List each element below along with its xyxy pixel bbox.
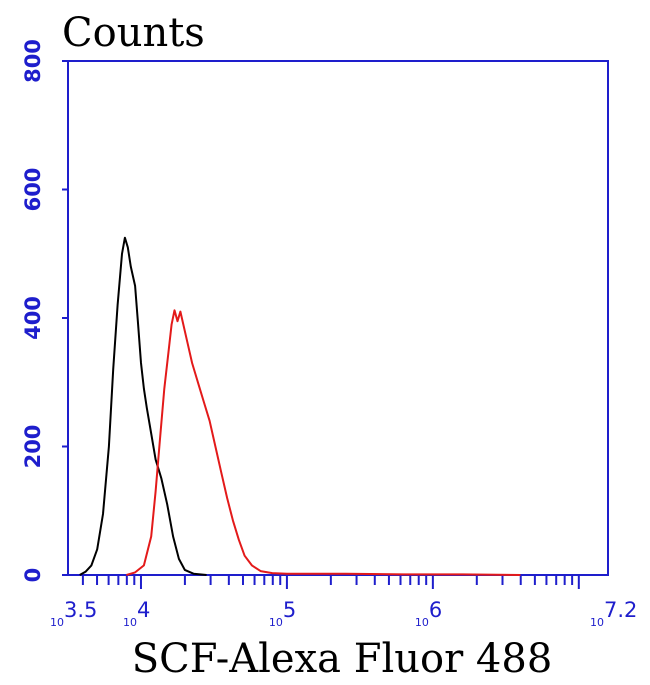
y-tick-label: 400: [21, 296, 45, 340]
x-tick-base: 10: [590, 616, 604, 629]
x-tick-exponent: 5: [283, 598, 296, 622]
x-tick-base: 10: [269, 616, 283, 629]
x-tick-exponent: 6: [429, 598, 442, 622]
y-tick-label: 0: [21, 568, 45, 583]
histogram-series: [79, 236, 521, 576]
x-tick-exponent: 7.2: [604, 598, 637, 622]
x-tick-exponent: 3.5: [64, 598, 97, 622]
histogram-line-1: [79, 236, 207, 576]
x-tick-exponent: 4: [137, 598, 150, 622]
x-tick-base: 10: [415, 616, 429, 629]
plot-frame: [67, 60, 609, 576]
y-tick-label: 600: [21, 168, 45, 212]
x-tick-base: 10: [123, 616, 137, 629]
x-axis-label: SCF-Alexa Fluor 488: [132, 636, 553, 682]
y-axis: 0 200 400 600 800: [21, 39, 68, 582]
histogram-line-2: [126, 309, 521, 576]
y-tick-label: 200: [21, 425, 45, 469]
y-tick-label: 800: [21, 39, 45, 83]
y-axis-label: Counts: [62, 10, 205, 56]
x-tick-base: 10: [50, 616, 64, 629]
